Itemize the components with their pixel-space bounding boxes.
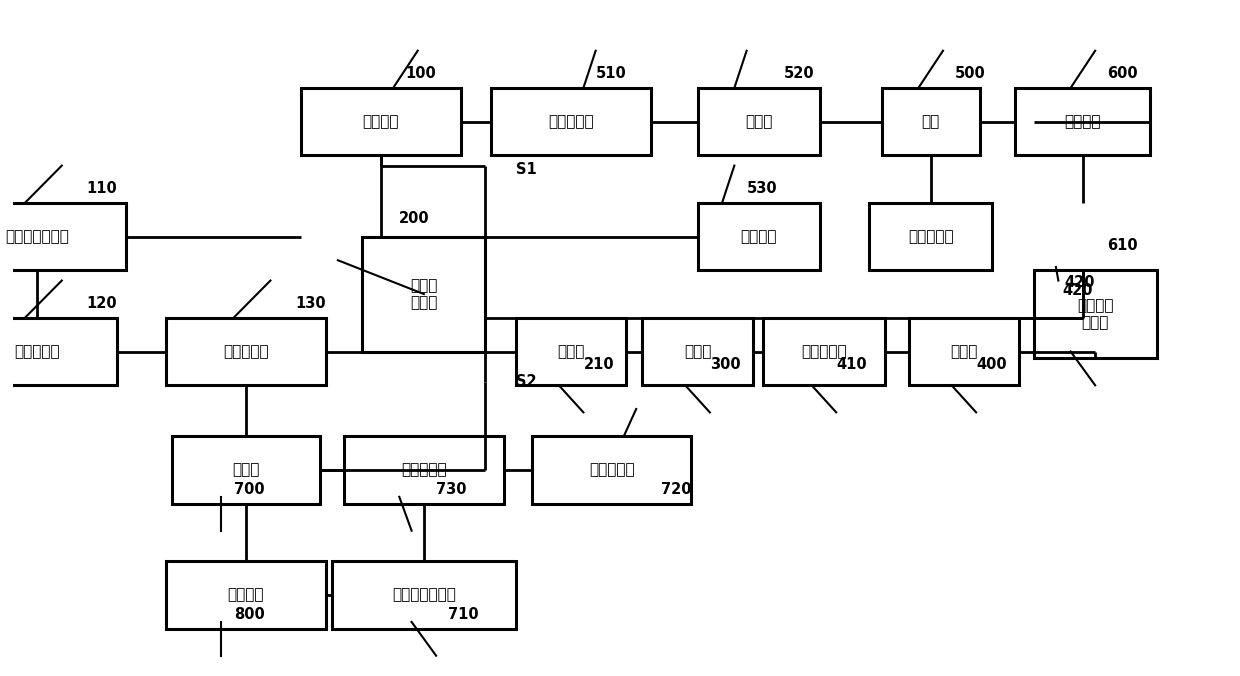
FancyBboxPatch shape [1016, 88, 1151, 155]
FancyBboxPatch shape [166, 318, 326, 385]
FancyBboxPatch shape [166, 561, 326, 629]
FancyBboxPatch shape [0, 318, 117, 385]
Text: 120: 120 [87, 296, 117, 311]
Text: 逆变器: 逆变器 [745, 114, 773, 129]
Text: 520: 520 [784, 66, 815, 81]
FancyBboxPatch shape [343, 436, 503, 504]
FancyBboxPatch shape [909, 318, 1019, 385]
FancyBboxPatch shape [516, 318, 626, 385]
Text: S1: S1 [516, 162, 537, 176]
Text: 压缩机
控制器: 压缩机 控制器 [410, 278, 438, 310]
Text: 第一变换器: 第一变换器 [223, 344, 269, 359]
FancyBboxPatch shape [882, 88, 980, 155]
Text: 压缩机: 压缩机 [683, 344, 712, 359]
Text: 200: 200 [399, 212, 430, 226]
Text: 710: 710 [449, 607, 479, 622]
FancyBboxPatch shape [698, 203, 821, 270]
FancyBboxPatch shape [332, 561, 516, 629]
FancyBboxPatch shape [0, 203, 126, 270]
Text: 第二变换器: 第二变换器 [401, 462, 446, 477]
Text: 电机控制器: 电机控制器 [548, 114, 594, 129]
Text: 420: 420 [1061, 283, 1092, 298]
Text: 电机: 电机 [921, 114, 940, 129]
FancyBboxPatch shape [642, 318, 753, 385]
Text: 600: 600 [1107, 66, 1138, 81]
Text: 130: 130 [295, 296, 326, 311]
Text: 蓄电池: 蓄电池 [232, 462, 259, 477]
Text: 700: 700 [233, 482, 264, 497]
Text: 第二控制器: 第二控制器 [589, 462, 635, 477]
Text: 传动系统: 传动系统 [1065, 114, 1101, 129]
Text: 第一电压采集端: 第一电压采集端 [5, 229, 69, 244]
FancyBboxPatch shape [301, 88, 461, 155]
Text: 210: 210 [583, 357, 614, 372]
FancyBboxPatch shape [1034, 270, 1157, 358]
Text: 制动信号
采集端: 制动信号 采集端 [1076, 298, 1114, 331]
Text: 变速箱: 变速箱 [950, 344, 977, 359]
FancyBboxPatch shape [532, 436, 692, 504]
FancyBboxPatch shape [763, 318, 885, 385]
Text: 530: 530 [746, 181, 777, 196]
Text: 610: 610 [1107, 239, 1138, 254]
Text: 车用负载: 车用负载 [228, 587, 264, 602]
Text: S2: S2 [516, 375, 537, 389]
Text: 300: 300 [709, 357, 740, 372]
Text: 第二离合器: 第二离合器 [801, 344, 847, 359]
Text: 动力电池: 动力电池 [362, 114, 399, 129]
Text: 100: 100 [405, 66, 436, 81]
Text: 400: 400 [976, 357, 1007, 372]
Text: 500: 500 [955, 66, 986, 81]
Text: 720: 720 [661, 482, 691, 497]
Text: 第一离合器: 第一离合器 [908, 229, 954, 244]
Text: 第二电压采集端: 第二电压采集端 [392, 587, 456, 602]
Text: 730: 730 [436, 482, 466, 497]
Text: 110: 110 [87, 181, 117, 196]
FancyBboxPatch shape [491, 88, 651, 155]
Text: 第一控制器: 第一控制器 [15, 344, 60, 359]
Text: 测速装置: 测速装置 [740, 229, 777, 244]
FancyBboxPatch shape [698, 88, 821, 155]
Text: 410: 410 [836, 357, 867, 372]
Text: 510: 510 [595, 66, 626, 81]
Text: 换相器: 换相器 [558, 344, 585, 359]
FancyBboxPatch shape [172, 436, 320, 504]
Text: 800: 800 [233, 607, 264, 622]
FancyBboxPatch shape [362, 237, 485, 352]
FancyBboxPatch shape [869, 203, 992, 270]
Text: 420: 420 [1064, 275, 1095, 290]
